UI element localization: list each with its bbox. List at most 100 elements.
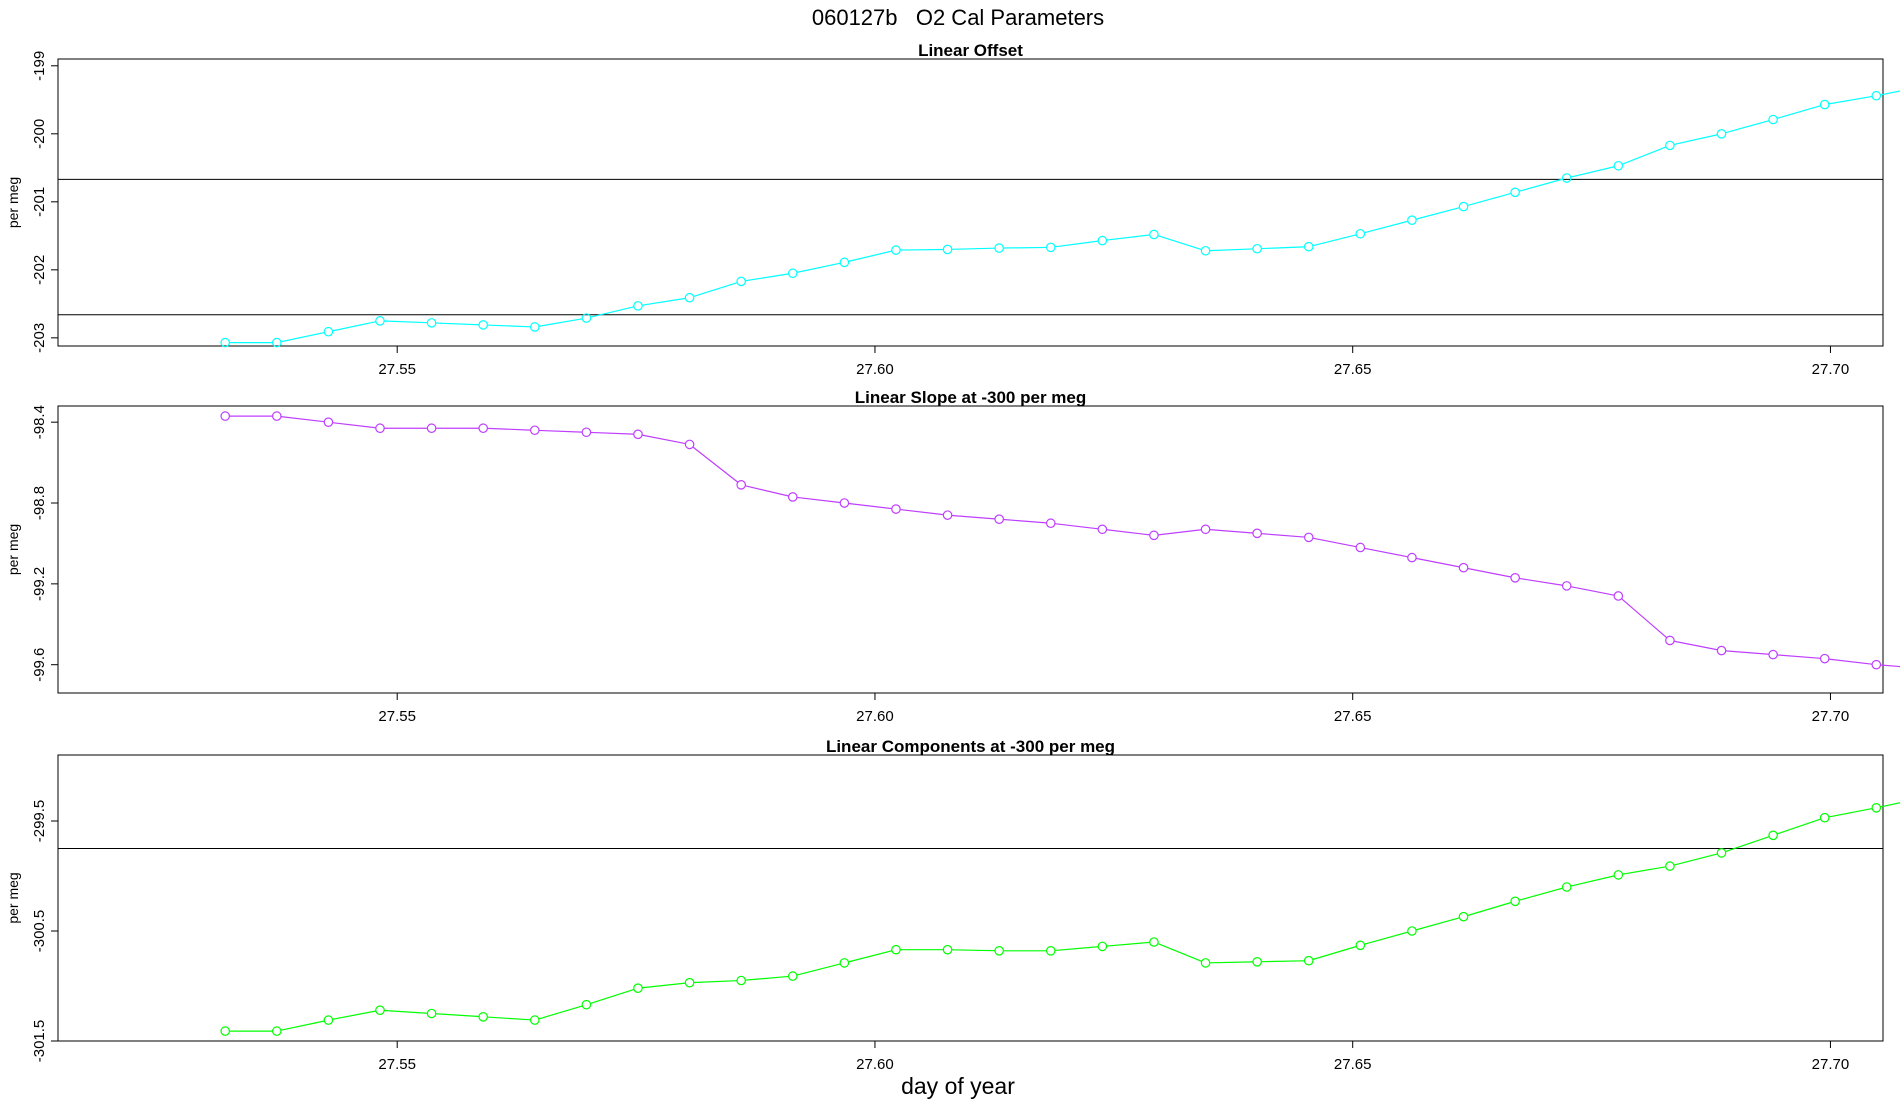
data-point	[787, 492, 798, 502]
data-point	[1665, 140, 1675, 151]
data-point	[1561, 581, 1572, 591]
series-segment	[642, 297, 686, 306]
panel-2: Linear Slope at -300 per meg per meg 27.55…	[5, 388, 1900, 725]
data-point	[1716, 645, 1727, 656]
data-point	[994, 945, 1004, 956]
data-point	[1510, 896, 1520, 907]
series-segment	[1880, 802, 1900, 808]
panel-3: Linear Components at -300 per meg per meg…	[5, 737, 1900, 1073]
series-segment	[1725, 120, 1770, 134]
y-tick-label: -99.6	[31, 648, 48, 682]
series-segment	[1054, 523, 1099, 530]
data-point	[1097, 941, 1108, 952]
data-point	[891, 504, 901, 514]
data-point	[1768, 830, 1778, 841]
data-point	[787, 971, 798, 981]
data-point	[1045, 518, 1056, 529]
data-point	[1303, 532, 1314, 543]
panel-title: Linear Offset	[918, 41, 1023, 60]
data-point	[1871, 90, 1882, 101]
series-segment	[1415, 207, 1460, 220]
series-segment	[1003, 518, 1047, 524]
data-point	[1355, 940, 1366, 951]
x-tick-label: 27.65	[1334, 708, 1372, 725]
series-segment	[951, 514, 996, 520]
series-segment	[1673, 853, 1718, 866]
data-point	[1200, 245, 1211, 256]
series-segment	[692, 446, 739, 483]
panel-title: Linear Components at -300 per meg	[826, 737, 1115, 756]
data-point	[633, 301, 643, 311]
y-tick-label: -199	[31, 51, 48, 81]
data-point	[1149, 937, 1159, 947]
series-segment	[1106, 234, 1150, 241]
figure-title: 060127b O2 Cal Parameters	[812, 5, 1104, 30]
data-point	[1768, 649, 1778, 660]
data-point	[1510, 572, 1520, 583]
data-point	[272, 1026, 282, 1036]
series-segment	[796, 963, 841, 976]
data-point	[942, 244, 953, 255]
series-segment	[538, 318, 583, 327]
series-segment	[435, 1013, 480, 1018]
data-point	[1561, 173, 1572, 183]
data-point	[1665, 861, 1675, 871]
series-segment	[848, 502, 892, 510]
series-segment	[1364, 931, 1409, 945]
data-point	[1871, 659, 1882, 670]
data-point	[581, 999, 592, 1010]
y-tick-label: -201	[31, 187, 48, 217]
series-segment	[900, 508, 944, 516]
y-tick-label: -301.5	[31, 1020, 48, 1063]
data-point	[1303, 955, 1314, 966]
data-point	[1819, 653, 1830, 664]
data-point	[684, 439, 695, 450]
series-segment	[280, 1020, 325, 1031]
data-point	[478, 423, 488, 434]
y-tick-label: -299.5	[31, 800, 48, 843]
data-point	[220, 1026, 231, 1036]
x-tick-label: 27.60	[856, 708, 894, 725]
y-tick-label: -202	[31, 255, 48, 285]
data-point	[375, 423, 385, 434]
data-point	[633, 983, 643, 993]
series-segment	[332, 321, 377, 332]
data-point	[1561, 882, 1572, 892]
series-segment	[384, 320, 428, 324]
series-segment	[1622, 146, 1667, 165]
series-segment	[1209, 248, 1253, 252]
series-segment	[538, 429, 583, 433]
series-segment	[1054, 240, 1099, 248]
series-segment	[848, 250, 893, 262]
data-point	[478, 320, 488, 330]
data-point	[529, 1015, 540, 1025]
series-segment	[1106, 941, 1150, 947]
data-point	[1458, 562, 1469, 573]
data-point	[1613, 591, 1624, 601]
data-point	[633, 429, 643, 440]
series-segment	[1777, 654, 1821, 659]
x-tick-label: 27.60	[856, 1056, 894, 1073]
series-segment	[1158, 529, 1202, 536]
series-segment	[435, 322, 480, 326]
data-point	[529, 322, 540, 332]
series-segment	[1364, 547, 1408, 558]
series-segment	[1467, 192, 1512, 207]
data-point	[375, 1005, 385, 1015]
y-axis-label: per meg	[5, 177, 21, 228]
series-segment	[1467, 901, 1512, 917]
series-segment	[1106, 529, 1150, 536]
data-point	[1768, 114, 1778, 125]
panel-1: Linear Offset per meg 27.55 27.60 27.65 27.70…	[5, 41, 1900, 378]
series-segment	[1570, 166, 1615, 178]
data-point	[1819, 812, 1830, 823]
series-segment	[1261, 246, 1305, 250]
y-tick-label: -203	[31, 323, 48, 353]
data-point	[1458, 911, 1469, 922]
series-segment	[1157, 943, 1202, 962]
series-segment	[1261, 960, 1305, 963]
data-point	[736, 276, 746, 287]
data-point	[994, 514, 1004, 524]
plot-frame	[57, 58, 1884, 347]
data-point	[891, 245, 901, 255]
